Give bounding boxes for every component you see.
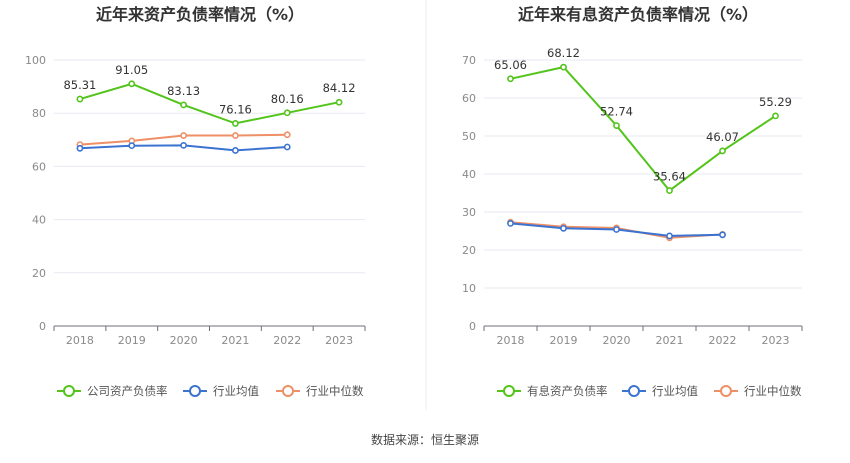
data-label: 84.12	[323, 81, 356, 95]
x-tick-label: 2019	[118, 334, 146, 347]
y-tick-label: 30	[462, 206, 476, 219]
data-label: 91.05	[115, 63, 148, 77]
legend-label: 行业均值	[652, 384, 698, 398]
x-tick-label: 2020	[603, 334, 631, 347]
legend-marker	[720, 385, 732, 397]
y-tick-label: 20	[32, 267, 46, 280]
data-point	[76, 95, 84, 103]
legend-item: 行业中位数	[276, 384, 364, 398]
x-tick-label: 2018	[66, 334, 94, 347]
data-point	[507, 219, 514, 227]
data-point	[507, 75, 514, 83]
data-point	[232, 147, 239, 154]
legend-marker	[503, 385, 515, 397]
legend-marker	[63, 385, 75, 397]
data-point	[719, 147, 726, 155]
series-line	[510, 65, 777, 192]
data-point	[666, 232, 673, 240]
data-point	[666, 187, 673, 194]
data-point	[180, 141, 187, 149]
chart-title: 近年来有息资产负债率情况（%）	[518, 5, 758, 24]
data-point	[76, 144, 84, 152]
data-point	[283, 143, 291, 151]
legend-item: 行业均值	[183, 384, 259, 398]
x-tick-label: 2023	[325, 334, 353, 347]
data-point	[128, 80, 136, 88]
y-tick-label: 20	[462, 244, 476, 257]
y-tick-label: 0	[39, 320, 46, 333]
data-point	[180, 101, 187, 109]
data-point	[283, 131, 291, 139]
data-label: 65.06	[494, 58, 527, 72]
legend-label: 有息资产负债率	[527, 384, 608, 398]
legend-label: 公司资产负债率	[87, 384, 168, 398]
legend-item: 行业均值	[622, 384, 698, 398]
data-point	[232, 132, 239, 139]
y-tick-label: 40	[32, 214, 46, 227]
legend-label: 行业中位数	[306, 384, 364, 398]
data-point	[613, 226, 620, 233]
data-label: 85.31	[63, 78, 96, 92]
y-tick-label: 70	[462, 54, 476, 67]
data-label: 76.16	[219, 102, 252, 116]
x-tick-label: 2020	[170, 334, 198, 347]
source-text: 数据来源：恒生聚源	[371, 432, 479, 447]
data-point	[283, 109, 291, 117]
y-tick-label: 40	[462, 168, 476, 181]
data-point	[613, 122, 620, 129]
data-label: 80.16	[271, 92, 304, 106]
y-tick-label: 10	[462, 282, 476, 295]
legend-item: 有息资产负债率	[497, 384, 608, 398]
series-line	[79, 82, 340, 125]
data-label: 83.13	[167, 84, 200, 98]
data-label: 35.64	[653, 170, 686, 184]
x-tick-label: 2018	[497, 334, 525, 347]
chart-panel-2: 近年来有息资产负债率情况（%） 0 10 20 30 40 50 60 70 2018 2019 20…	[462, 5, 803, 398]
x-tick-label: 2019	[550, 334, 578, 347]
legend-label: 行业中位数	[744, 384, 802, 398]
y-tick-label: 60	[32, 160, 46, 173]
legend-marker	[189, 385, 201, 397]
data-point	[772, 112, 779, 120]
chart-title: 近年来资产负债率情况（%）	[96, 5, 304, 24]
chart-panel-1: 近年来资产负债率情况（%） 0 20 40 60 80 100 2018 2019 2020 202…	[25, 5, 366, 398]
data-label: 68.12	[547, 46, 580, 60]
legend-marker	[628, 385, 640, 397]
x-tick-label: 2022	[273, 334, 301, 347]
legend-label: 行业均值	[213, 384, 259, 398]
data-point	[180, 132, 187, 139]
y-tick-label: 50	[462, 130, 476, 143]
data-label: 46.07	[706, 130, 739, 144]
x-tick-label: 2021	[656, 334, 684, 347]
legend-marker	[282, 385, 294, 397]
y-tick-label: 0	[469, 320, 476, 333]
data-point	[719, 231, 726, 239]
data-label: 52.74	[600, 105, 633, 119]
y-tick-label: 100	[25, 54, 46, 67]
legend-item: 公司资产负债率	[57, 384, 168, 398]
legend-item: 行业中位数	[714, 384, 802, 398]
data-label: 55.29	[759, 95, 792, 109]
data-point	[335, 98, 343, 106]
x-tick-label: 2021	[221, 334, 249, 347]
data-point	[560, 63, 567, 71]
y-tick-label: 60	[462, 92, 476, 105]
x-tick-label: 2022	[709, 334, 737, 347]
data-point	[560, 224, 567, 232]
x-tick-label: 2023	[762, 334, 790, 347]
data-point	[232, 120, 239, 127]
y-tick-label: 80	[32, 107, 46, 120]
data-point	[128, 142, 136, 150]
